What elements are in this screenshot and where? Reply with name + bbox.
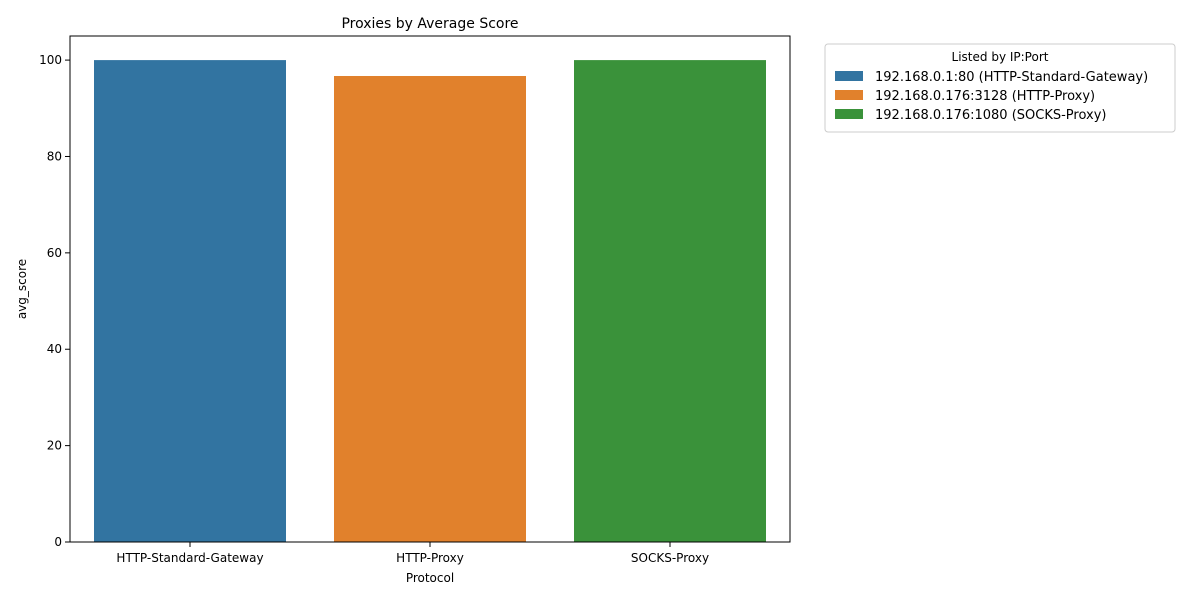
- legend-entry-label: 192.168.0.176:3128 (HTTP-Proxy): [875, 89, 1095, 104]
- y-tick-label: 40: [47, 342, 62, 356]
- legend-title: Listed by IP:Port: [952, 50, 1049, 64]
- y-tick-label: 20: [47, 439, 62, 453]
- legend-swatch: [835, 71, 863, 81]
- plot-frame: [69, 35, 791, 543]
- y-axis: 0 20 40 60 80 100: [39, 53, 70, 549]
- y-tick-label: 100: [39, 53, 62, 67]
- legend-swatch: [835, 90, 863, 100]
- chart-title: Proxies by Average Score: [341, 16, 518, 32]
- y-tick-label: 60: [47, 246, 62, 260]
- legend-swatch: [835, 109, 863, 119]
- y-tick-label: 0: [54, 535, 62, 549]
- x-tick-label: SOCKS-Proxy: [631, 551, 709, 565]
- y-axis-label: avg_score: [15, 259, 29, 319]
- legend: Listed by IP:Port 192.168.0.1:80 (HTTP-S…: [824, 43, 1176, 133]
- legend-entries: 192.168.0.1:80 (HTTP-Standard-Gateway) 19…: [835, 70, 1148, 123]
- x-axis: HTTP-Standard-Gateway HTTP-Proxy SOCKS-Pro…: [116, 542, 709, 565]
- legend-entry-label: 192.168.0.176:1080 (SOCKS-Proxy): [875, 108, 1107, 123]
- x-tick-label: HTTP-Proxy: [396, 551, 464, 565]
- bar-socks-proxy: [574, 60, 766, 542]
- legend-entry-label: 192.168.0.1:80 (HTTP-Standard-Gateway): [875, 70, 1148, 85]
- bars-group: [94, 60, 766, 542]
- bar-http-standard-gateway: [94, 60, 286, 542]
- bar-http-proxy: [334, 75, 526, 542]
- legend-box: [824, 43, 1176, 133]
- y-tick-label: 80: [47, 149, 62, 163]
- x-axis-label: Protocol: [406, 571, 454, 585]
- x-tick-label: HTTP-Standard-Gateway: [116, 551, 263, 565]
